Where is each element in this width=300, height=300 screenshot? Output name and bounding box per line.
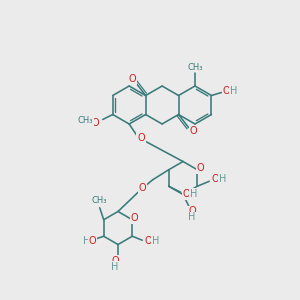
Text: O: O bbox=[139, 183, 146, 193]
Text: O: O bbox=[129, 74, 136, 85]
Text: O: O bbox=[137, 133, 145, 143]
Text: H: H bbox=[230, 85, 237, 95]
Text: O: O bbox=[212, 174, 219, 184]
Text: O: O bbox=[89, 236, 97, 246]
Text: H: H bbox=[152, 236, 159, 246]
Text: O: O bbox=[130, 213, 138, 223]
Text: H: H bbox=[83, 236, 90, 246]
Text: CH₃: CH₃ bbox=[92, 196, 107, 205]
Text: O: O bbox=[111, 256, 119, 266]
Text: H: H bbox=[219, 174, 226, 184]
Text: H: H bbox=[111, 262, 119, 272]
Text: O: O bbox=[145, 236, 152, 246]
Text: O: O bbox=[183, 189, 190, 199]
Text: O: O bbox=[92, 118, 100, 128]
Text: O: O bbox=[196, 163, 204, 173]
Text: O: O bbox=[190, 125, 197, 136]
Text: O: O bbox=[188, 206, 196, 217]
Text: CH₃: CH₃ bbox=[187, 62, 203, 71]
Text: CH₃: CH₃ bbox=[78, 116, 94, 125]
Text: H: H bbox=[190, 189, 197, 199]
Text: H: H bbox=[188, 212, 196, 223]
Text: O: O bbox=[223, 85, 230, 95]
